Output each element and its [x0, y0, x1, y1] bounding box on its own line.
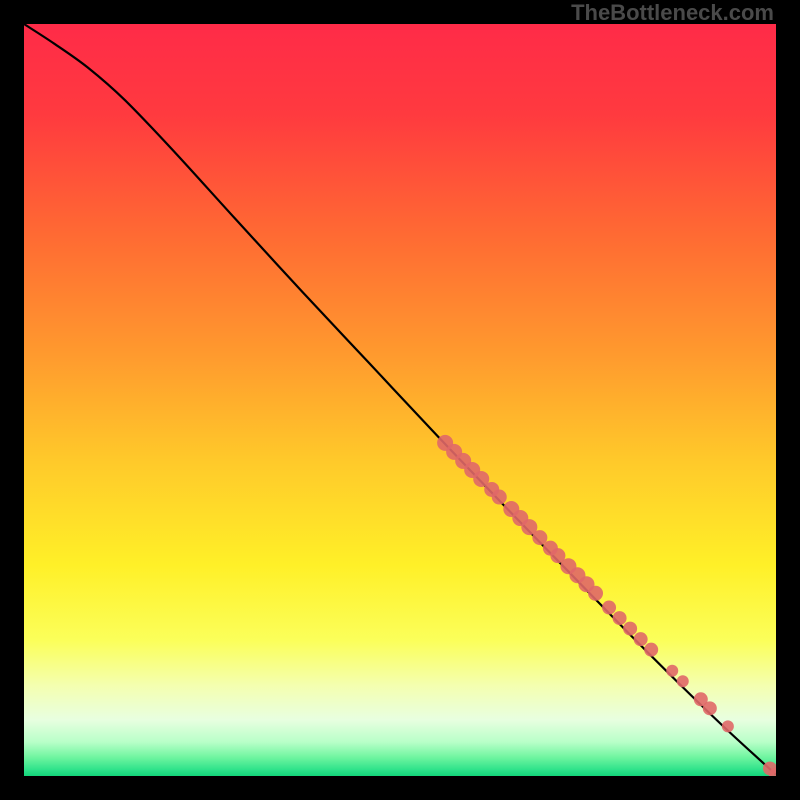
data-point: [703, 701, 717, 715]
data-point: [613, 611, 627, 625]
data-point: [722, 720, 734, 732]
chart-frame: TheBottleneck.com: [0, 0, 800, 800]
data-point: [492, 490, 507, 505]
data-point: [666, 665, 678, 677]
data-point: [644, 643, 658, 657]
border-left: [0, 0, 24, 800]
data-point: [602, 601, 616, 615]
data-point: [623, 622, 637, 636]
data-point: [634, 632, 648, 646]
data-point: [677, 675, 689, 687]
data-point: [588, 586, 603, 601]
border-right: [776, 0, 800, 800]
plot-area: [24, 24, 776, 776]
border-bottom: [0, 776, 800, 800]
data-points: [24, 24, 776, 776]
watermark-label: TheBottleneck.com: [571, 0, 774, 26]
